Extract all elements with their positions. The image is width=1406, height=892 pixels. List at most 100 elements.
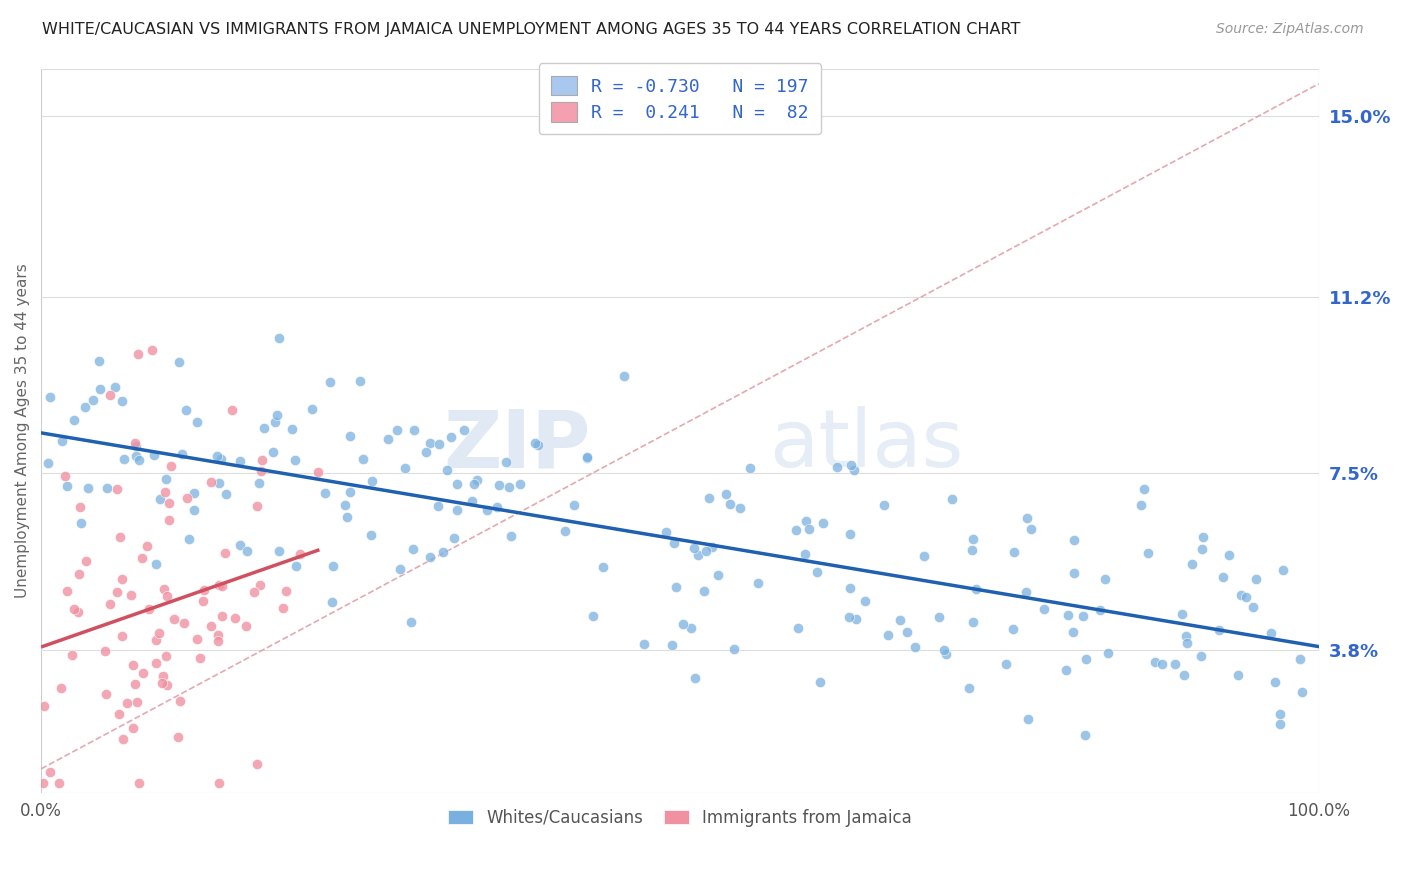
Point xyxy=(66,605,89,619)
Point xyxy=(94,644,117,658)
Point xyxy=(111,394,134,409)
Point xyxy=(284,453,307,467)
Point xyxy=(576,450,599,465)
Point xyxy=(934,643,956,657)
Point xyxy=(339,484,361,499)
Point xyxy=(73,400,96,414)
Point xyxy=(873,498,896,512)
Point xyxy=(488,478,510,492)
Point xyxy=(1021,522,1043,536)
Point xyxy=(167,355,190,369)
Point xyxy=(564,498,586,512)
Point xyxy=(463,476,485,491)
Point xyxy=(965,582,987,596)
Point xyxy=(1074,729,1097,743)
Point xyxy=(157,513,180,527)
Point xyxy=(498,480,520,494)
Point xyxy=(707,567,730,582)
Point xyxy=(592,560,614,574)
Point xyxy=(839,526,862,541)
Point xyxy=(1180,558,1202,572)
Point xyxy=(193,594,215,608)
Point xyxy=(1170,607,1192,622)
Point xyxy=(56,479,79,493)
Point xyxy=(1264,675,1286,690)
Point xyxy=(935,647,957,661)
Point xyxy=(159,496,181,510)
Point xyxy=(1163,657,1185,672)
Point xyxy=(207,628,229,642)
Point xyxy=(1260,625,1282,640)
Point xyxy=(794,547,817,561)
Point xyxy=(912,549,935,564)
Point xyxy=(693,584,716,599)
Point xyxy=(613,369,636,384)
Point xyxy=(176,491,198,505)
Point xyxy=(266,408,288,422)
Point xyxy=(446,476,468,491)
Y-axis label: Unemployment Among Ages 35 to 44 years: Unemployment Among Ages 35 to 44 years xyxy=(15,263,30,598)
Point xyxy=(1173,668,1195,682)
Point xyxy=(179,532,201,546)
Point xyxy=(77,481,100,495)
Point xyxy=(1268,706,1291,721)
Point xyxy=(124,436,146,450)
Point xyxy=(352,451,374,466)
Point xyxy=(193,582,215,597)
Point xyxy=(235,618,257,632)
Text: ZIP: ZIP xyxy=(443,406,591,484)
Point xyxy=(1063,533,1085,548)
Point xyxy=(419,550,441,565)
Point xyxy=(1088,603,1111,617)
Point xyxy=(1002,545,1025,559)
Point xyxy=(633,636,655,650)
Point xyxy=(269,331,291,345)
Point xyxy=(143,448,166,462)
Point xyxy=(785,524,807,538)
Point xyxy=(236,544,259,558)
Point xyxy=(679,622,702,636)
Point xyxy=(155,472,177,486)
Point xyxy=(1063,566,1085,580)
Point xyxy=(229,538,252,552)
Point xyxy=(896,624,918,639)
Point xyxy=(186,632,208,647)
Point xyxy=(499,529,522,543)
Point xyxy=(207,776,229,790)
Point xyxy=(215,487,238,501)
Point xyxy=(419,436,441,450)
Point xyxy=(928,610,950,624)
Point xyxy=(148,626,170,640)
Point xyxy=(415,445,437,459)
Point xyxy=(1057,608,1080,623)
Point xyxy=(1192,530,1215,544)
Point xyxy=(186,415,208,429)
Point xyxy=(208,475,231,490)
Point xyxy=(995,657,1018,671)
Point xyxy=(1271,563,1294,577)
Point xyxy=(307,465,329,479)
Point xyxy=(1218,548,1240,562)
Point xyxy=(149,491,172,506)
Point xyxy=(188,651,211,665)
Point xyxy=(94,687,117,701)
Point xyxy=(314,486,336,500)
Point xyxy=(432,544,454,558)
Point xyxy=(1291,685,1313,699)
Point xyxy=(55,584,77,599)
Point xyxy=(51,434,73,448)
Point xyxy=(461,493,484,508)
Point xyxy=(183,486,205,500)
Point xyxy=(111,731,134,746)
Point xyxy=(37,456,59,470)
Point xyxy=(145,657,167,671)
Point xyxy=(132,665,155,680)
Point xyxy=(844,463,866,477)
Point xyxy=(170,447,193,461)
Point xyxy=(209,451,232,466)
Point xyxy=(136,540,159,554)
Point xyxy=(377,432,399,446)
Point xyxy=(794,515,817,529)
Point xyxy=(125,695,148,709)
Point xyxy=(207,634,229,648)
